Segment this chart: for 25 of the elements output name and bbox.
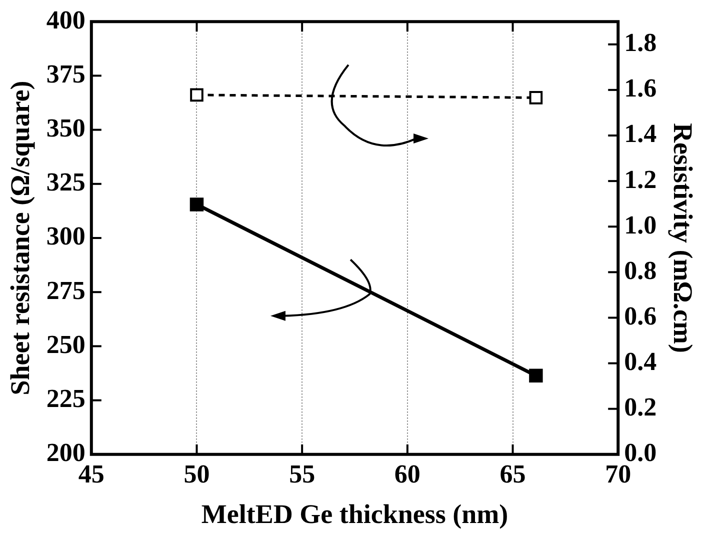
y2-tick-label: 1.4 bbox=[624, 119, 657, 148]
y2-axis-title: Resistivity (mΩ.cm) bbox=[668, 122, 698, 354]
x-tick-label: 60 bbox=[394, 460, 420, 489]
y-axis-title: Sheet resistance (Ω/square) bbox=[5, 80, 36, 396]
y-tick-label: 200 bbox=[46, 438, 86, 468]
y-tick-label: 375 bbox=[46, 59, 86, 88]
y-tick-label: 325 bbox=[46, 168, 86, 197]
y2-tick-label: 0.4 bbox=[624, 347, 657, 376]
y2-tick-label: 0.6 bbox=[624, 301, 657, 330]
y-tick-label: 300 bbox=[46, 222, 86, 251]
y2-tick-label: 1.2 bbox=[624, 164, 657, 194]
x-tick-label: 55 bbox=[289, 460, 316, 489]
y-tick-label: 250 bbox=[46, 330, 86, 359]
y2-tick-label: 1.6 bbox=[624, 74, 657, 103]
y2-tick-label: 0.8 bbox=[624, 256, 657, 285]
y2-tick-label: 1.0 bbox=[624, 210, 657, 240]
y2-tick-label: 0.2 bbox=[624, 392, 657, 422]
y2-tick-label: 1.8 bbox=[624, 28, 657, 58]
x-tick-label: 50 bbox=[184, 460, 210, 489]
y-tick-label: 275 bbox=[46, 276, 86, 305]
x-tick-label: 65 bbox=[500, 460, 526, 489]
x-axis-title: MeltED Ge thickness (nm) bbox=[201, 498, 508, 529]
y-tick-label: 400 bbox=[46, 5, 86, 34]
y-tick-label: 225 bbox=[46, 384, 86, 414]
y-tick-label: 350 bbox=[46, 114, 86, 143]
